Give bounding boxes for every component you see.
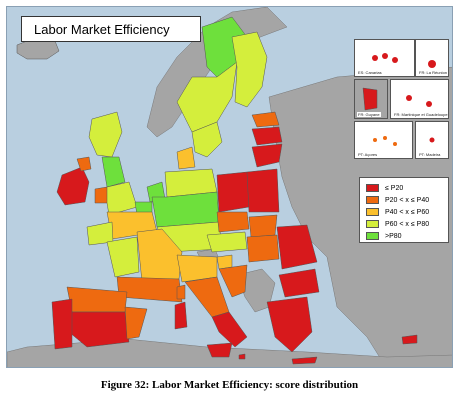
legend-item: P20 < x ≤ P40 <box>366 194 448 206</box>
estonia <box>251 111 280 128</box>
inset-madeira: PT: Madeira <box>415 121 449 159</box>
inset-label-canarias: ES: Canarias <box>357 70 383 75</box>
slovenia <box>216 254 233 270</box>
martinique-shape <box>406 95 432 107</box>
legend-label: >P80 <box>385 232 402 240</box>
legend-item: ≤ P20 <box>366 182 448 194</box>
czechia <box>216 211 250 233</box>
bulgaria <box>278 268 320 298</box>
england-south <box>106 181 138 216</box>
legend-label: ≤ P20 <box>385 184 404 192</box>
sardinia <box>174 301 188 330</box>
canarias-shape <box>372 53 398 63</box>
legend-swatch <box>366 196 379 204</box>
finland <box>231 31 268 108</box>
poland-west <box>216 171 250 213</box>
france-south <box>116 276 183 303</box>
eu-regions <box>16 16 418 365</box>
germany-central <box>151 191 220 228</box>
inset-label-reunion: FR: La Réunion <box>418 70 448 75</box>
inset-label-guyane: FR: Guyane <box>357 112 381 117</box>
romania <box>276 224 318 270</box>
reunion-shape <box>428 60 436 68</box>
poland-east <box>246 168 280 213</box>
crete <box>291 356 318 365</box>
croatia <box>218 264 248 298</box>
inset-guyane: FR: Guyane <box>354 79 388 119</box>
map-frame: Labor Market Efficiency ES: Canarias FR:… <box>6 6 453 368</box>
slovakia <box>248 214 278 238</box>
inset-label-martinique: FR: Martinique et Guadeloupe <box>393 112 448 117</box>
austria <box>206 231 248 253</box>
legend-swatch <box>366 220 379 228</box>
legend-label: P20 < x ≤ P40 <box>385 196 430 204</box>
guyane-shape <box>355 80 387 118</box>
inset-acores: PT: Açores <box>354 121 413 159</box>
northern-ireland <box>76 156 92 172</box>
acores-shape <box>373 136 397 146</box>
inset-canarias: ES: Canarias <box>354 39 415 77</box>
inset-label-madeira: PT: Madeira <box>418 152 442 157</box>
italy-south <box>211 311 248 348</box>
inset-label-acores: PT: Açores <box>357 152 379 157</box>
lithuania <box>251 143 283 168</box>
legend-swatch <box>366 232 379 240</box>
spain-east <box>124 306 148 340</box>
sweden-south <box>191 121 223 158</box>
inset-martinique: FR: Martinique et Guadeloupe <box>390 79 449 119</box>
cyprus <box>401 334 418 345</box>
inset-reunion: FR: La Réunion <box>415 39 449 77</box>
legend-label: P40 < x ≤ P60 <box>385 208 430 216</box>
portugal <box>51 298 73 350</box>
england-north <box>101 156 126 188</box>
madeira-shape <box>429 137 435 143</box>
france-west <box>106 236 140 278</box>
figure-caption: Figure 32: Labor Market Efficiency: scor… <box>100 379 359 391</box>
legend-item: P40 < x ≤ P60 <box>366 206 448 218</box>
latvia <box>251 126 283 146</box>
legend-item: P60 < x ≤ P80 <box>366 218 448 230</box>
legend-swatch <box>366 208 379 216</box>
malta <box>238 353 246 360</box>
hungary <box>246 234 280 263</box>
sicily <box>206 342 233 358</box>
legend-swatch <box>366 184 379 192</box>
legend-label: P60 < x ≤ P80 <box>385 220 430 228</box>
legend-item: >P80 <box>366 230 448 242</box>
legend: ≤ P20 P20 < x ≤ P40 P40 < x ≤ P60 P60 < … <box>359 177 449 243</box>
denmark <box>176 146 196 170</box>
corsica <box>176 284 186 300</box>
greece <box>266 296 313 353</box>
map-title: Labor Market Efficiency <box>21 16 201 42</box>
